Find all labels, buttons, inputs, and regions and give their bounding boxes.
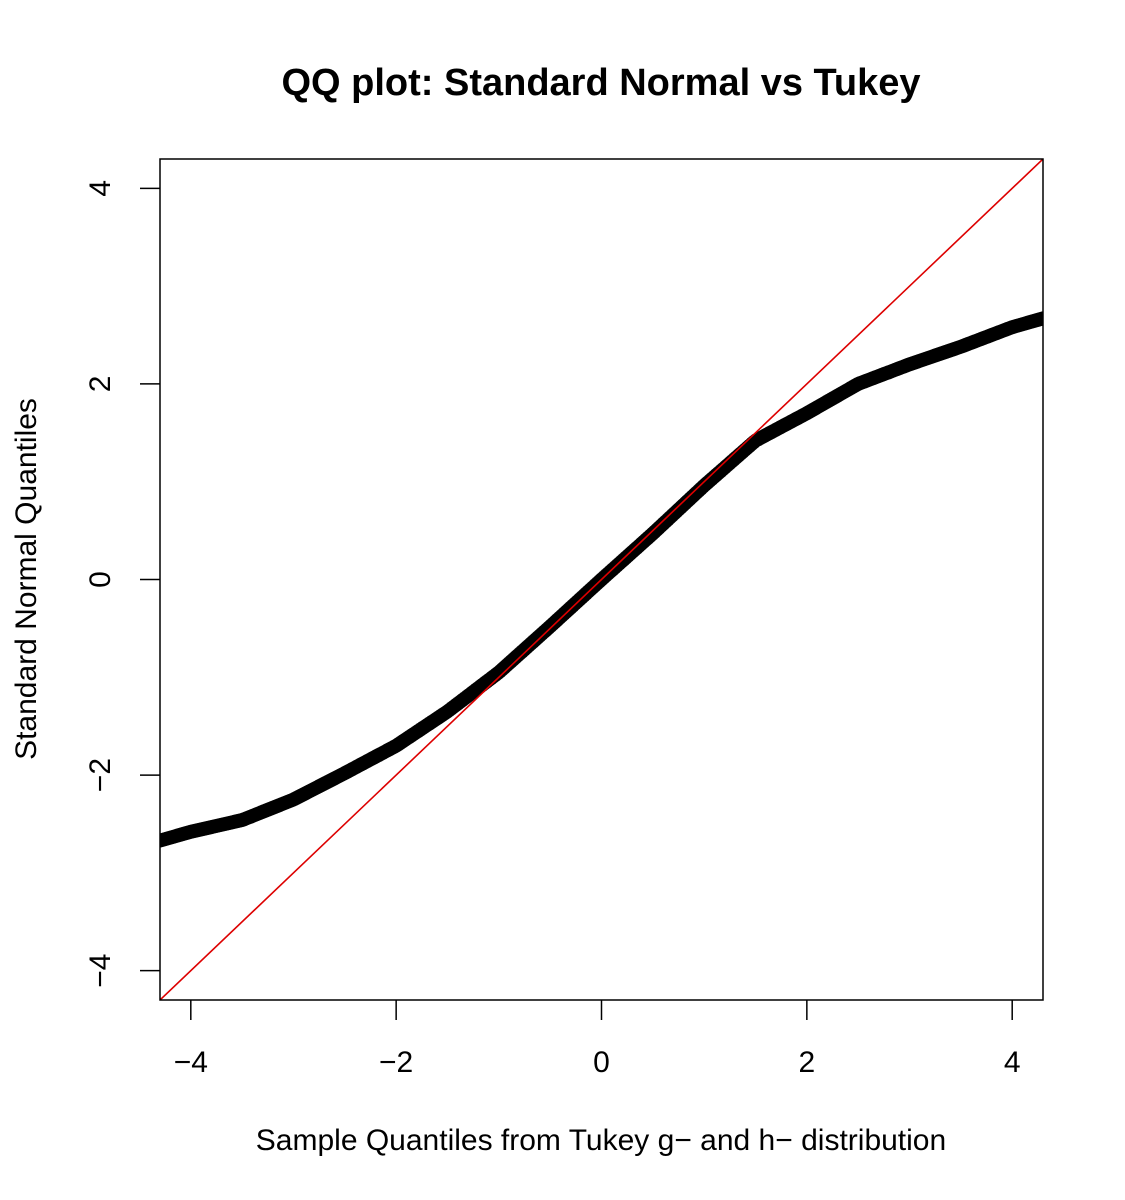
reference-line: [160, 159, 1043, 1000]
y-tick-label: −4: [84, 954, 117, 988]
x-tick-label: 2: [799, 1046, 816, 1079]
y-axis: −4 −2 0 2 4: [84, 180, 160, 988]
y-axis-label: Standard Normal Quantiles: [10, 398, 43, 760]
x-axis: −4 −2 0 2 4: [174, 1000, 1021, 1079]
x-tick-label: 0: [593, 1046, 610, 1079]
y-tick-label: 4: [84, 180, 117, 197]
x-tick-label: −4: [174, 1046, 208, 1079]
x-axis-label: Sample Quantiles from Tukey g− and h− di…: [256, 1124, 946, 1157]
chart-title: QQ plot: Standard Normal vs Tukey: [281, 62, 920, 104]
x-tick-label: −2: [379, 1046, 413, 1079]
y-tick-label: −2: [84, 758, 117, 792]
qq-point: [1036, 311, 1043, 326]
y-tick-label: 2: [84, 376, 117, 393]
x-tick-label: 4: [1004, 1046, 1021, 1079]
y-tick-label: 0: [84, 571, 117, 588]
